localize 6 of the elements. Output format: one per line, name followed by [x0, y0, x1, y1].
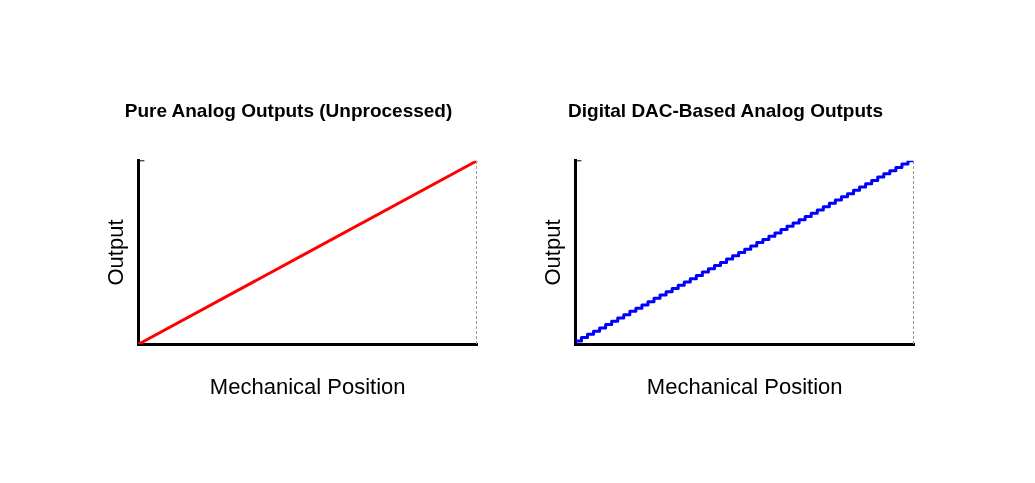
x-axis-title: Mechanical Position — [209, 373, 406, 399]
y-axis-title: Output — [103, 219, 129, 286]
y-axis-title: Output — [540, 219, 566, 286]
chart-title: Pure Analog Outputs (Unprocessed) — [124, 99, 453, 121]
x-axis-title: Mechanical Position — [646, 373, 843, 399]
chart-title: Digital DAC-Based Analog Outputs — [568, 99, 883, 121]
